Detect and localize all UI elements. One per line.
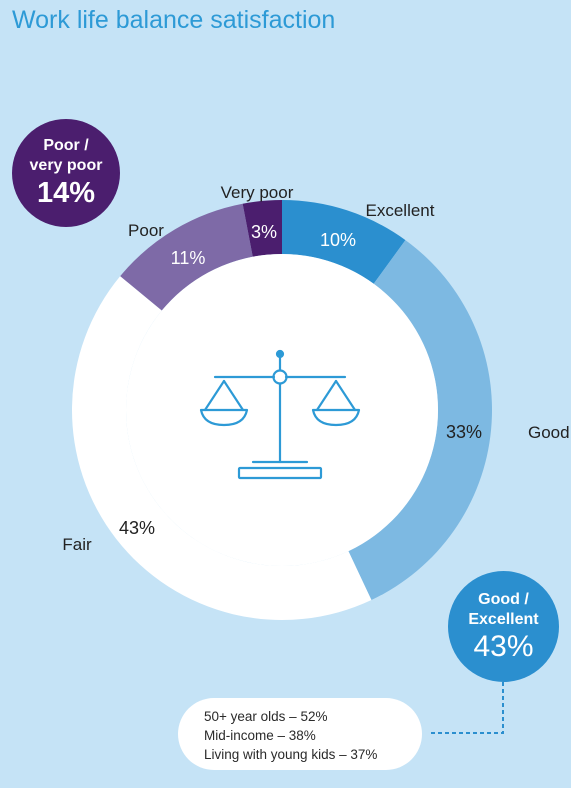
donut-slice-fair [72,276,372,620]
donut-slice-very-poor [242,200,282,257]
slice-category-label: Fair [62,535,92,554]
poor-callout-line1: Poor / [43,137,89,154]
slice-value-label: 11% [171,248,206,268]
note-item: Living with young kids – 37% [204,747,378,762]
donut-slice-good [348,240,493,601]
good-callout-line2: Excellent [468,610,539,628]
slice-value-label: 33% [446,422,482,442]
donut-hole [126,254,438,566]
donut-slice-poor [120,203,253,311]
slice-category-label: Very poor [221,183,294,202]
note-item: 50+ year olds – 52% [204,709,328,724]
poor-callout-value: 14% [36,177,96,209]
good-callout-value: 43% [473,629,534,663]
note-item: Mid-income – 38% [204,728,316,743]
callout-connector [428,682,504,734]
slice-value-label: 3% [251,222,277,242]
slice-category-label: Excellent [366,201,435,220]
page-title: Work life balance satisfaction [12,6,336,34]
slice-value-label: 43% [119,518,155,538]
slice-category-label: Poor [128,221,164,240]
slice-category-label: Good [528,423,570,442]
good-callout-bubble: Good / Excellent 43% [448,571,559,682]
segment-note-box: 50+ year olds – 52% Mid-income – 38% Liv… [178,698,422,770]
slice-value-label: 10% [320,230,356,250]
poor-callout-bubble: Poor / very poor 14% [12,119,120,227]
balance-scale-icon [199,349,361,480]
good-callout-line1: Good / [478,590,529,608]
donut-slice-excellent [282,200,406,284]
poor-callout-line2: very poor [29,157,103,174]
